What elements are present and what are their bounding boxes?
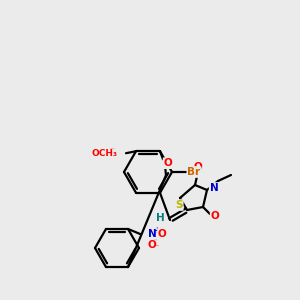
Text: O: O bbox=[164, 158, 172, 168]
Text: S: S bbox=[175, 200, 183, 210]
Text: OCH₃: OCH₃ bbox=[91, 149, 117, 158]
Text: O: O bbox=[108, 148, 116, 158]
Text: O: O bbox=[211, 211, 219, 221]
Text: O: O bbox=[148, 240, 156, 250]
Text: O: O bbox=[158, 229, 166, 239]
Text: O: O bbox=[194, 162, 202, 172]
Text: ⁻: ⁻ bbox=[155, 242, 159, 251]
Text: N: N bbox=[210, 183, 218, 193]
Text: Br: Br bbox=[188, 167, 201, 177]
Text: N: N bbox=[148, 229, 156, 239]
Text: +: + bbox=[153, 226, 159, 236]
Text: H: H bbox=[156, 213, 164, 223]
